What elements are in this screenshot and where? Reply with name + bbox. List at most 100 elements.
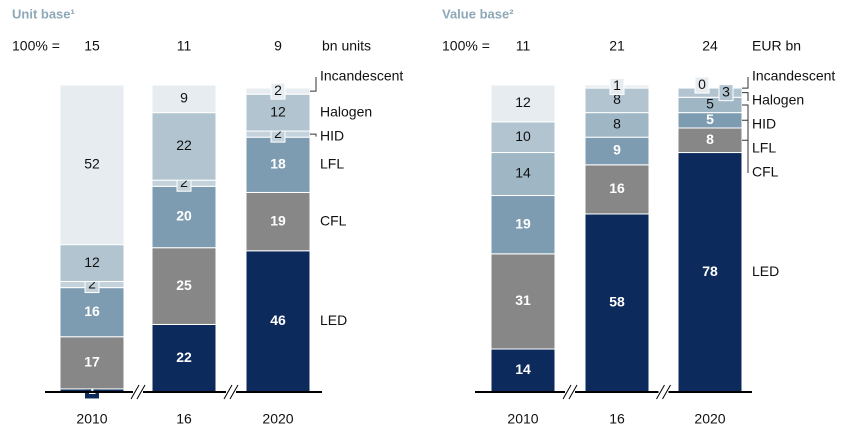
leader-line: [310, 133, 317, 137]
data-label: 16: [84, 303, 100, 319]
axis-break: [223, 384, 233, 400]
bar-segment: [59, 336, 125, 390]
data-label: 22: [176, 137, 192, 153]
data-label: 12: [84, 254, 100, 270]
data-label: 19: [515, 215, 531, 231]
bar-segment: [584, 112, 650, 138]
total-label: 100% =: [12, 38, 60, 54]
data-label: 1: [613, 77, 621, 93]
bar-segment: [245, 250, 311, 393]
total-value: 15: [84, 38, 100, 54]
legend-label: LED: [752, 263, 779, 279]
data-label: 52: [84, 156, 100, 172]
data-label: 17: [84, 354, 100, 370]
total-label: 100% =: [442, 38, 490, 54]
axis-break-gap: [658, 389, 669, 395]
data-label: 8: [613, 91, 621, 107]
leader-line: [742, 119, 749, 149]
leader-line: [742, 92, 749, 101]
data-label: 16: [609, 180, 625, 196]
data-label: 46: [270, 312, 286, 328]
data-label: 18: [270, 156, 286, 172]
x-tick-label: 2020: [694, 411, 725, 427]
legend-label: HID: [320, 127, 344, 143]
total-value: 9: [274, 38, 282, 54]
data-label: 0: [698, 76, 706, 92]
data-label: 19: [270, 212, 286, 228]
bar-segment: [59, 287, 125, 338]
axis-break-gap: [226, 389, 236, 395]
total-value: 11: [516, 38, 531, 54]
data-label: 25: [176, 277, 192, 293]
label-box: [270, 82, 286, 100]
data-label: 2: [88, 275, 96, 291]
x-tick-label: 2010: [507, 411, 538, 427]
bar-segment: [490, 348, 556, 393]
bar-segment: [151, 185, 217, 249]
axis-break: [130, 384, 140, 400]
x-tick-label: 2010: [76, 411, 107, 427]
bar-segment: [490, 84, 556, 123]
x-tick-label: 16: [609, 411, 625, 427]
bar-segment: [584, 213, 650, 393]
label-box: [694, 76, 710, 94]
label-box: [718, 84, 734, 102]
total-value: 21: [609, 38, 625, 54]
data-label: 8: [613, 116, 621, 132]
data-label: 3: [722, 83, 730, 99]
axis-break: [656, 384, 665, 400]
axis-break-gap: [133, 389, 143, 395]
data-label: 22: [176, 349, 192, 365]
legend-label: LFL: [320, 156, 344, 172]
axis-break: [136, 384, 146, 400]
data-label: 2: [274, 82, 282, 98]
bar-segment: [245, 191, 311, 252]
bar-segment: [59, 84, 125, 246]
legend-label: CFL: [320, 212, 347, 228]
legend-label: HID: [752, 116, 776, 132]
axis-break-gap: [565, 389, 575, 395]
data-label: 14: [515, 361, 531, 377]
unit-label: EUR bn: [752, 38, 801, 54]
unit-label: bn units: [322, 38, 371, 54]
leader-line: [742, 139, 749, 173]
data-label: 2: [180, 174, 188, 190]
chart-title: Unit base¹: [12, 6, 75, 21]
axis-break: [568, 384, 578, 400]
legend-label: Halogen: [320, 103, 372, 119]
bar-segment: [584, 136, 650, 166]
bar-segment: [245, 136, 311, 193]
x-tick-label: 2020: [262, 411, 293, 427]
bar-segment: [59, 244, 125, 282]
legend-label: Incandescent: [320, 68, 403, 84]
data-label: 14: [515, 165, 531, 181]
total-value: 11: [177, 38, 192, 54]
bar-segment: [151, 247, 217, 325]
axis-break: [229, 384, 239, 400]
legend-label: LED: [320, 312, 347, 328]
legend-label: CFL: [752, 164, 779, 180]
data-label: 8: [706, 131, 714, 147]
leader-line: [310, 77, 317, 92]
legend-label: Incandescent: [752, 68, 835, 84]
axis-break: [662, 384, 671, 400]
data-label: 58: [609, 294, 625, 310]
legend-label: Halogen: [752, 92, 804, 108]
bar-segment: [490, 195, 556, 255]
legend-label: LFL: [752, 140, 776, 156]
bar-segment: [151, 112, 217, 181]
data-label: 12: [515, 94, 531, 110]
chart-title: Value base²: [442, 6, 514, 21]
data-label: 9: [180, 90, 188, 106]
leader-line: [742, 77, 749, 89]
data-label: 10: [515, 128, 531, 144]
data-label: 78: [702, 263, 718, 279]
data-label: 20: [176, 208, 192, 224]
bar-segment: [490, 121, 556, 154]
data-label: 5: [706, 111, 714, 127]
data-label: 9: [613, 142, 621, 158]
axis-break: [562, 384, 572, 400]
data-label: 2: [274, 125, 282, 141]
x-tick-label: 16: [176, 411, 192, 427]
